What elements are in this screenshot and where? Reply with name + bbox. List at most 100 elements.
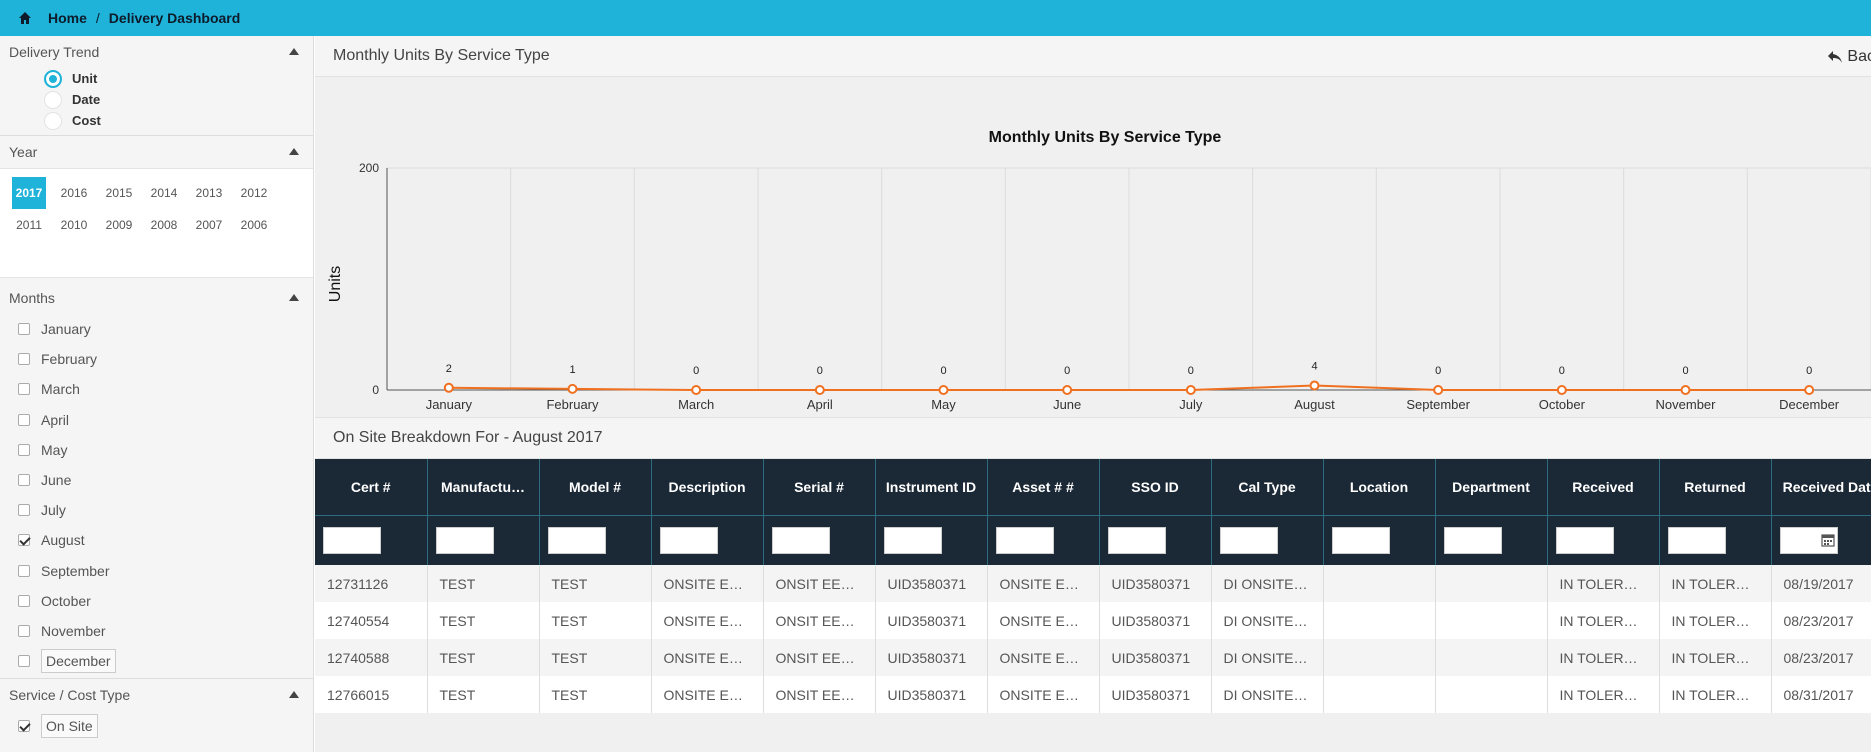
year-2013[interactable]: 2013 (195, 186, 223, 200)
year-2015[interactable]: 2015 (105, 186, 133, 200)
x-tick-label: March (678, 397, 714, 412)
month-may[interactable]: May (18, 435, 313, 465)
column-header-manufacturer[interactable]: Manufactu… (427, 459, 540, 515)
chart-section-header: Monthly Units By Service Type Back (315, 36, 1871, 77)
collapse-caret-icon[interactable] (289, 294, 299, 301)
column-header-received[interactable]: Received (1547, 459, 1660, 515)
checkbox[interactable] (18, 655, 30, 668)
radio-icon[interactable] (44, 111, 62, 130)
checkbox[interactable] (18, 594, 30, 607)
filter-input[interactable] (435, 526, 494, 554)
month-june[interactable]: June (18, 465, 313, 495)
year-2009[interactable]: 2009 (105, 218, 133, 232)
month-july[interactable]: July (18, 495, 313, 525)
breadcrumb-home[interactable]: Home (48, 10, 87, 26)
filter-input[interactable] (995, 526, 1054, 554)
column-header-model[interactable]: Model # (539, 459, 652, 515)
column-header-instrument-id[interactable]: Instrument ID (875, 459, 988, 515)
table-cell: TEST (539, 676, 652, 713)
months-header[interactable]: Months (0, 282, 313, 314)
column-header-serial[interactable]: Serial # (763, 459, 876, 515)
table-row[interactable]: 12740588 TEST TEST ONSITE E… ONSIT EE… UID358… (315, 639, 1871, 676)
month-october[interactable]: October (18, 586, 313, 616)
trend-option-cost[interactable]: Cost (44, 110, 313, 131)
checkbox[interactable] (18, 504, 30, 517)
table-body: 12731126 TEST TEST ONSITE E… ONSIT EE… UID358… (315, 565, 1871, 713)
column-header-location[interactable]: Location (1323, 459, 1436, 515)
delivery-trend-header[interactable]: Delivery Trend (0, 36, 313, 68)
column-header-cal-type[interactable]: Cal Type (1211, 459, 1324, 515)
checkbox[interactable] (18, 564, 30, 577)
year-2006[interactable]: 2006 (240, 218, 268, 232)
checkbox-checked[interactable] (18, 720, 30, 733)
filter-input[interactable] (323, 526, 381, 554)
filter-input[interactable] (883, 526, 942, 554)
year-2017[interactable]: 2017 (12, 177, 46, 209)
table-row[interactable]: 12766015 TEST TEST ONSITE E… ONSIT EE… UID358… (315, 676, 1871, 713)
collapse-caret-icon[interactable] (289, 48, 299, 55)
year-2007[interactable]: 2007 (195, 218, 223, 232)
table-row[interactable]: 12740554 TEST TEST ONSITE E… ONSIT EE… UID358… (315, 602, 1871, 639)
year-2016[interactable]: 2016 (60, 186, 88, 200)
column-header-received-date[interactable]: Received Date (1771, 459, 1871, 515)
filter-input[interactable] (659, 526, 718, 554)
data-point (1309, 380, 1320, 391)
month-august[interactable]: August (18, 525, 313, 555)
service-label: On Site (41, 714, 98, 739)
month-february[interactable]: February (18, 344, 313, 374)
table-row[interactable]: 12731126 TEST TEST ONSITE E… ONSIT EE… UID358… (315, 565, 1871, 602)
divider (0, 678, 313, 680)
month-march[interactable]: March (18, 374, 313, 404)
radio-icon[interactable] (44, 90, 62, 109)
checkbox[interactable] (18, 443, 30, 456)
filter-input[interactable] (1443, 526, 1502, 554)
back-button[interactable]: Back (1827, 48, 1871, 66)
checkbox[interactable] (18, 353, 30, 366)
data-point (1680, 385, 1691, 395)
column-header-asset[interactable]: Asset # # (987, 459, 1100, 515)
filter-input[interactable] (771, 526, 830, 554)
filter-input[interactable] (1555, 526, 1614, 554)
service-on-site[interactable]: On Site (18, 711, 313, 741)
column-header-sso-id[interactable]: SSO ID (1099, 459, 1212, 515)
checkbox[interactable] (18, 624, 30, 637)
month-september[interactable]: September (18, 556, 313, 586)
month-november[interactable]: November (18, 616, 313, 646)
divider (0, 135, 313, 136)
date-filter-input[interactable] (1779, 526, 1838, 554)
radio-selected-icon[interactable] (44, 69, 62, 88)
year-2008[interactable]: 2008 (150, 218, 178, 232)
month-january[interactable]: January (18, 314, 313, 344)
year-2012[interactable]: 2012 (240, 186, 268, 200)
trend-option-date[interactable]: Date (44, 89, 313, 110)
table-cell: ONSITE E… (987, 565, 1100, 602)
column-header-description[interactable]: Description (651, 459, 764, 515)
filter-input[interactable] (547, 526, 606, 554)
service-type-header[interactable]: Service / Cost Type (0, 679, 313, 712)
checkbox[interactable] (18, 323, 30, 336)
table-cell (1435, 565, 1548, 602)
month-april[interactable]: April (18, 405, 313, 435)
collapse-caret-icon[interactable] (289, 148, 299, 155)
calendar-icon[interactable] (1820, 533, 1835, 547)
year-2014[interactable]: 2014 (150, 186, 178, 200)
collapse-caret-icon[interactable] (289, 691, 299, 699)
filter-input[interactable] (1667, 526, 1726, 554)
year-2010[interactable]: 2010 (60, 218, 88, 232)
year-2011[interactable]: 2011 (16, 218, 42, 232)
year-header[interactable]: Year (0, 136, 313, 168)
checkbox[interactable] (18, 383, 30, 396)
checkbox[interactable] (18, 413, 30, 426)
column-header-cert[interactable]: Cert # (315, 459, 428, 515)
column-header-department[interactable]: Department (1435, 459, 1548, 515)
home-icon[interactable] (18, 11, 32, 25)
year-title: Year (9, 144, 38, 160)
filter-input[interactable] (1219, 526, 1278, 554)
filter-input[interactable] (1331, 526, 1390, 554)
checkbox[interactable] (18, 474, 30, 487)
month-december[interactable]: December (18, 646, 313, 676)
column-header-returned[interactable]: Returned (1659, 459, 1772, 515)
trend-option-unit[interactable]: Unit (44, 68, 313, 89)
filter-input[interactable] (1107, 526, 1166, 554)
checkbox-checked[interactable] (18, 534, 30, 547)
